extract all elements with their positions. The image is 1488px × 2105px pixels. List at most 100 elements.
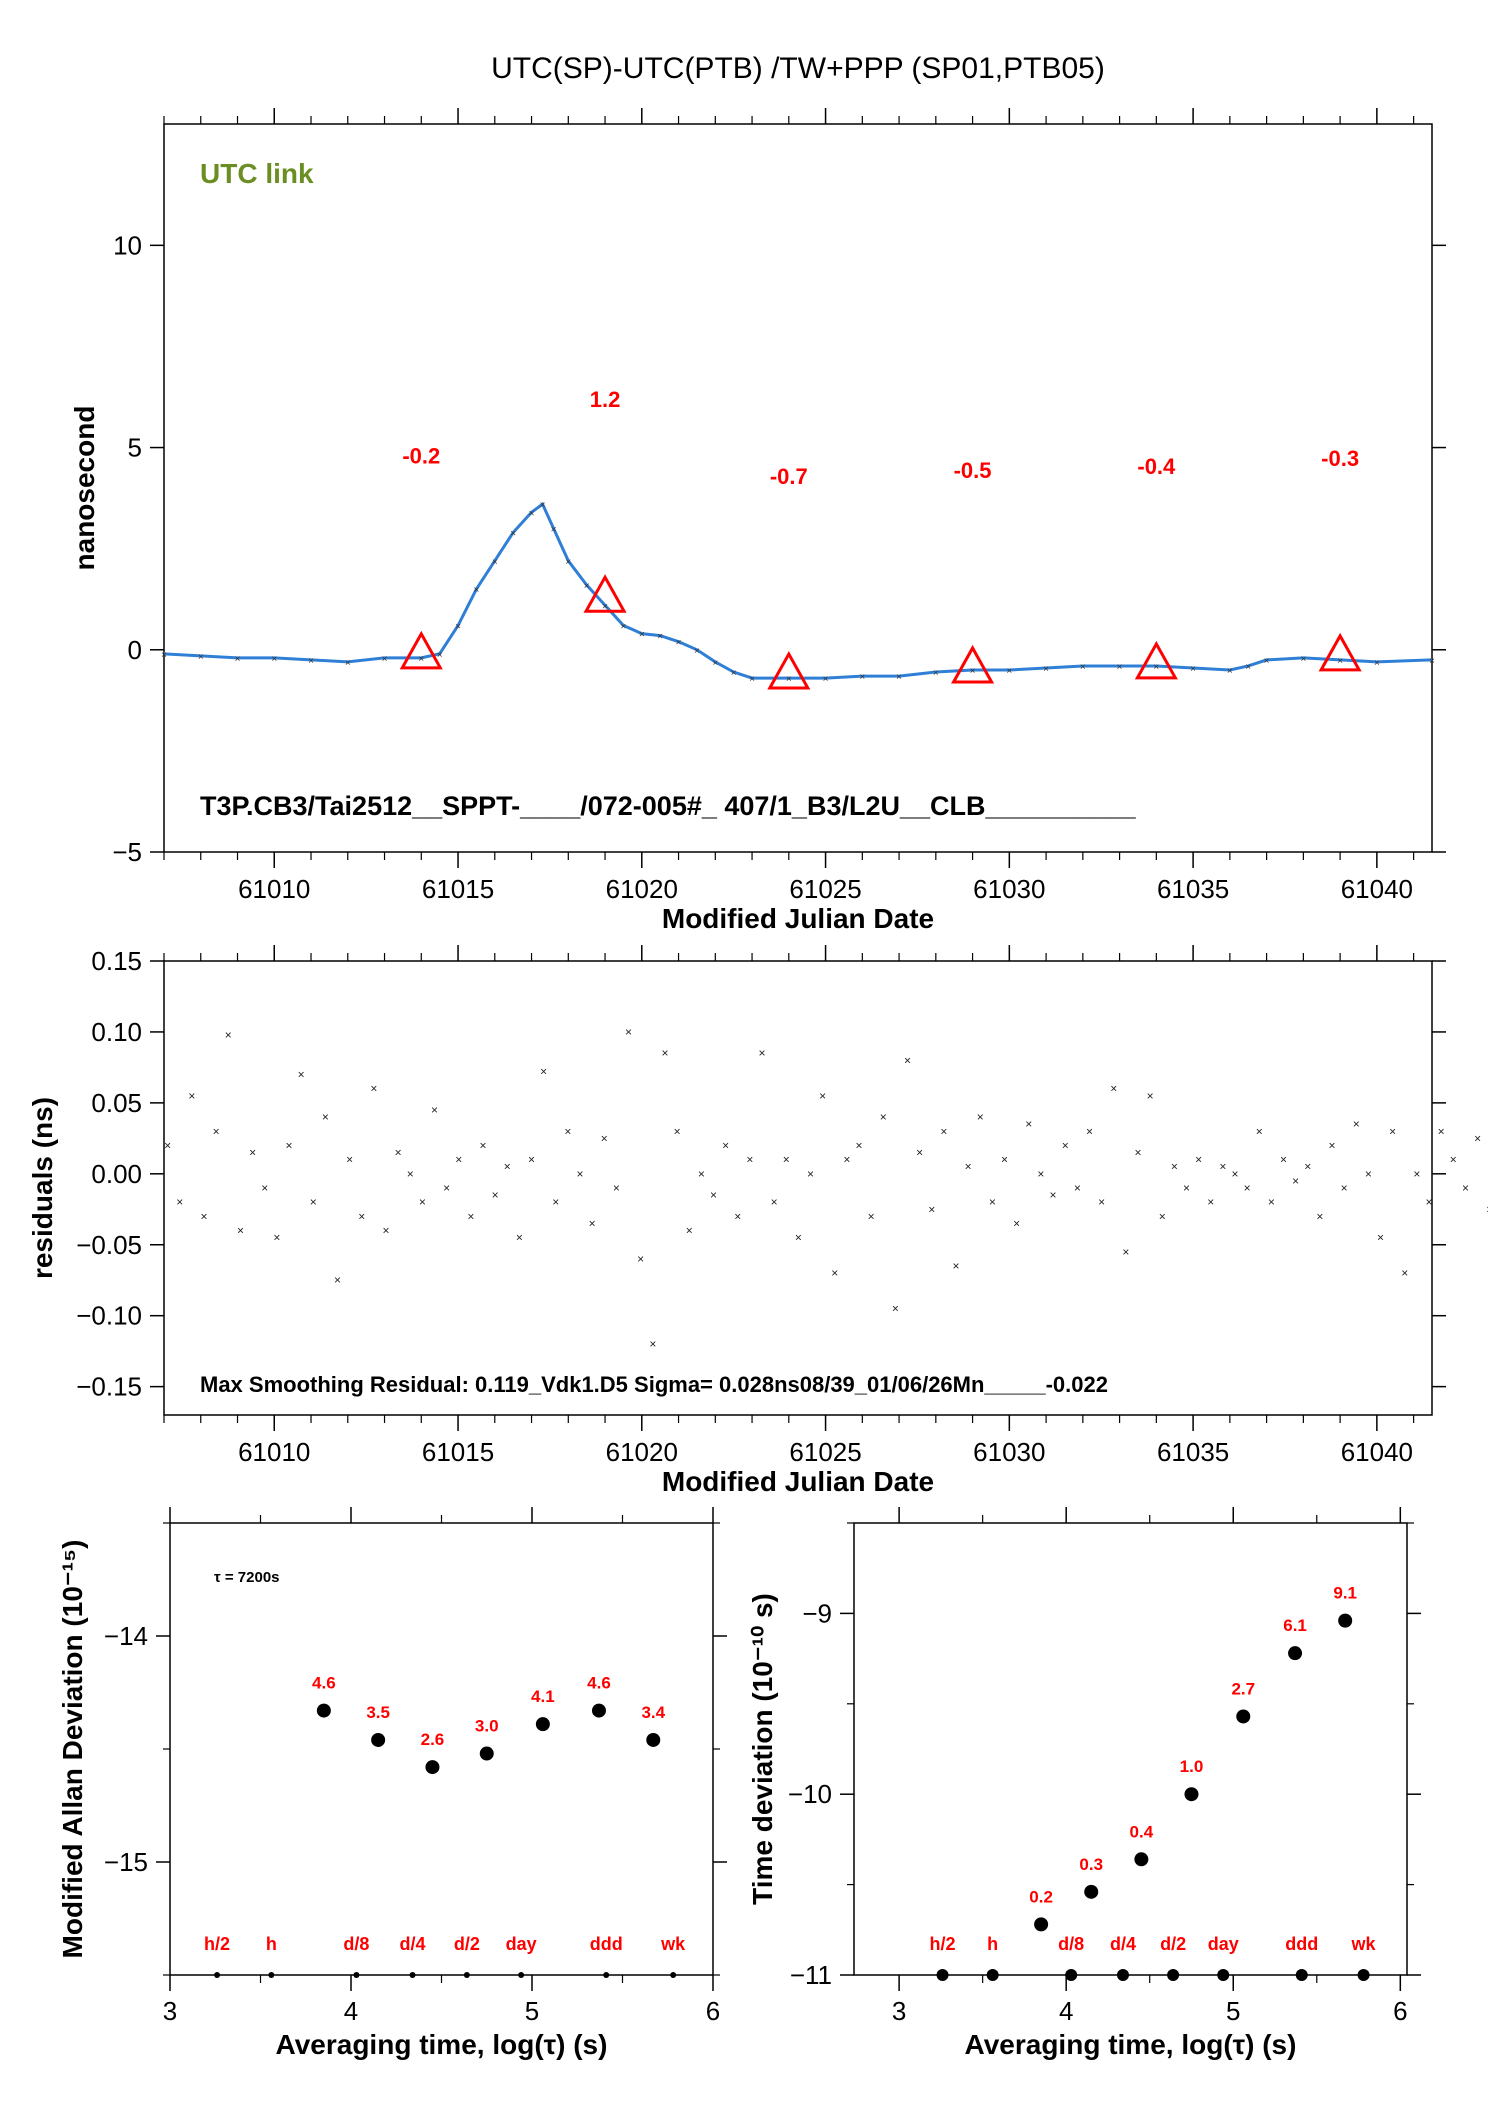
x-tick-label: 5 [1226, 1996, 1240, 2026]
residual-point: × [940, 1124, 947, 1138]
data-point-marker: × [161, 650, 167, 661]
tau-mark-dot [409, 1972, 416, 1978]
residual-point: × [419, 1195, 426, 1209]
tau-mark-label: h [266, 1934, 277, 1954]
x-tick-label: 61015 [422, 874, 494, 904]
data-point-marker: × [933, 668, 939, 679]
residual-point: × [758, 1046, 765, 1060]
residual-point: × [358, 1209, 365, 1223]
residual-point: × [771, 1195, 778, 1209]
data-label: 0.4 [1130, 1822, 1154, 1841]
data-point [1236, 1709, 1251, 1724]
data-point-marker: × [712, 658, 718, 669]
residual-point: × [1450, 1153, 1457, 1167]
residual-point: × [346, 1153, 353, 1167]
residual-point: × [1074, 1181, 1081, 1195]
x-tick-label: 61010 [238, 1437, 310, 1467]
residual-point: × [407, 1167, 414, 1181]
data-label: 2.7 [1231, 1679, 1255, 1698]
x-tick-label: 61015 [422, 1437, 494, 1467]
marker-label: -0.5 [954, 458, 992, 483]
x-tick-label: 4 [344, 1996, 358, 2026]
data-point-marker: × [786, 674, 792, 685]
data-label: 4.6 [587, 1674, 611, 1693]
residual-point: × [1147, 1089, 1154, 1103]
y-tick-label: −14 [104, 1621, 148, 1651]
residual-point: × [1377, 1231, 1384, 1245]
data-point [1288, 1646, 1303, 1661]
residual-point: × [298, 1068, 305, 1082]
residual-point: × [1025, 1117, 1032, 1131]
residual-point: × [443, 1181, 450, 1195]
residual-point: × [637, 1252, 644, 1266]
data-point-marker: × [1043, 664, 1049, 675]
data-point-marker: × [492, 557, 498, 568]
data-point-marker: × [473, 585, 479, 596]
residual-point: × [225, 1028, 232, 1042]
legend-label: UTC link [200, 158, 314, 189]
residual-point: × [213, 1124, 220, 1138]
residual-point: × [188, 1089, 195, 1103]
residual-point: × [564, 1124, 571, 1138]
residual-point: × [1183, 1181, 1190, 1195]
residual-point: × [613, 1181, 620, 1195]
residual-point: × [480, 1138, 487, 1152]
data-point-marker: × [540, 500, 546, 511]
residual-point: × [1316, 1209, 1323, 1223]
data-point-marker: × [749, 674, 755, 685]
footer-text: Max Smoothing Residual: 0.119_Vdk1.D5 Si… [200, 1372, 1108, 1397]
tau-mark-label: wk [1351, 1934, 1377, 1954]
y-tick-label: −15 [104, 1847, 148, 1877]
residual-point: × [1207, 1195, 1214, 1209]
y-tick-label: −10 [788, 1779, 832, 1809]
footer-text: T3P.CB3/Tai2512__SPPT-____/072-005#_ 407… [200, 791, 1137, 821]
residual-point: × [261, 1181, 268, 1195]
residual-point: × [273, 1231, 280, 1245]
x-tick-label: 61020 [606, 874, 678, 904]
residual-point: × [310, 1195, 317, 1209]
residual-point: × [856, 1138, 863, 1152]
residual-point: × [661, 1046, 668, 1060]
residual-point: × [953, 1259, 960, 1273]
data-label: 4.6 [312, 1674, 336, 1693]
residual-point: × [674, 1124, 681, 1138]
data-point-marker: × [1006, 666, 1012, 677]
data-point-marker: × [896, 672, 902, 683]
data-point-marker: × [345, 658, 351, 669]
residual-point: × [977, 1110, 984, 1124]
x-tick-label: 61030 [973, 874, 1045, 904]
marker-label: 1.2 [590, 387, 621, 412]
residual-point: × [1219, 1160, 1226, 1174]
marker-label: -0.3 [1321, 446, 1359, 471]
data-point [1184, 1787, 1199, 1802]
residual-point: × [516, 1231, 523, 1245]
tdev-plot-frame [853, 1522, 1408, 1976]
data-point-marker: × [584, 581, 590, 592]
residual-point: × [710, 1188, 717, 1202]
y-axis-label: residuals (ns) [27, 1097, 58, 1279]
data-point-marker: × [1300, 654, 1306, 665]
tau-mark-label: day [1208, 1934, 1239, 1954]
tau-mark-dot [1295, 1969, 1308, 1981]
y-tick-label: −9 [802, 1598, 832, 1628]
tau-mark-label: ddd [590, 1934, 623, 1954]
residual-point: × [237, 1224, 244, 1238]
residual-point: × [783, 1153, 790, 1167]
y-tick-label: −0.15 [76, 1372, 142, 1402]
tau-mark-dot [986, 1969, 999, 1981]
y-tick-label: 0 [128, 635, 142, 665]
data-point-marker: × [694, 646, 700, 657]
y-tick-label: 0.05 [91, 1088, 142, 1118]
tau-mark-dot [214, 1972, 221, 1978]
data-label: 6.1 [1283, 1616, 1307, 1635]
data-point-marker: × [308, 656, 314, 667]
residual-point: × [892, 1302, 899, 1316]
data-point-marker: × [1227, 666, 1233, 677]
residual-point: × [1050, 1188, 1057, 1202]
y-tick-label: 0.15 [91, 946, 142, 976]
residual-point: × [1195, 1153, 1202, 1167]
residual-point: × [431, 1103, 438, 1117]
residual-point: × [285, 1138, 292, 1152]
tau-mark-label: d/8 [1058, 1934, 1084, 1954]
y-axis-label: nanosecond [69, 406, 100, 571]
